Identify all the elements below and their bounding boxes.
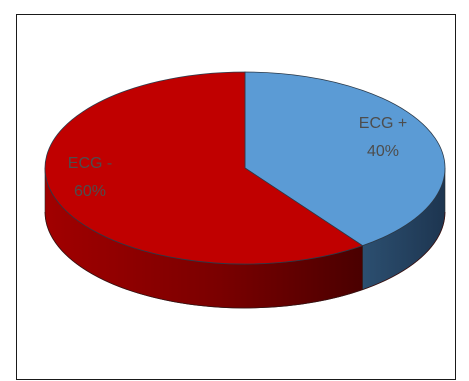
slice-value-ecg: 40% [367,143,399,160]
pie-slice-ecg [244,71,446,247]
pie-top-layer [44,71,446,265]
pie-slice-ecg [44,71,364,265]
slice-label-ecg: ECG + [359,115,407,132]
slice-value-ecg: 60% [74,183,106,200]
pie-label-layer: ECG + 40% ECG - 60% [68,115,407,200]
slice-label-ecg: ECG - [68,155,112,172]
pie-bottom-rim [44,211,446,309]
